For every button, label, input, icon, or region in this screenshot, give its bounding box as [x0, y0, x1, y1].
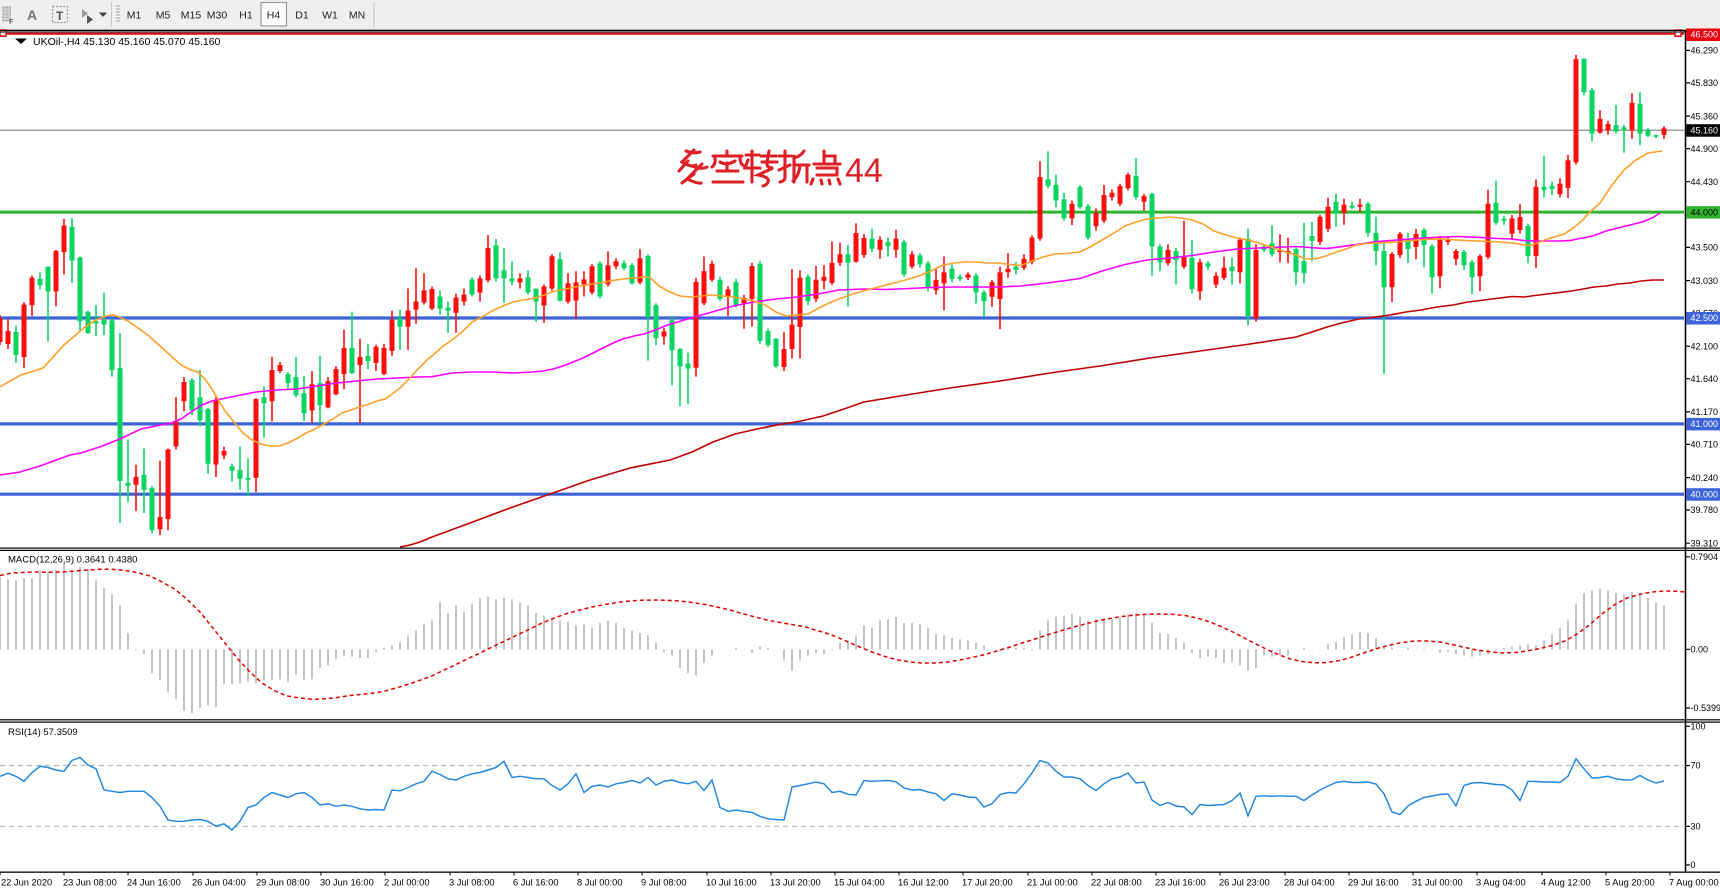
svg-text:46.290: 46.290 [1691, 46, 1719, 56]
svg-text:0.7904: 0.7904 [1691, 552, 1719, 562]
svg-text:13 Jul 20:00: 13 Jul 20:00 [770, 878, 821, 888]
svg-text:28 Jul 04:00: 28 Jul 04:00 [1284, 878, 1335, 888]
svg-text:RSI(14) 57.3509: RSI(14) 57.3509 [8, 727, 78, 738]
svg-text:MACD(12,26,9) 0.3641 0.4380: MACD(12,26,9) 0.3641 0.4380 [8, 555, 137, 566]
svg-text:M30: M30 [207, 10, 228, 22]
svg-text:100: 100 [1691, 722, 1706, 732]
svg-text:24 Jun 16:00: 24 Jun 16:00 [127, 878, 181, 888]
svg-text:42.500: 42.500 [1691, 313, 1719, 323]
svg-text:2 Jul 00:00: 2 Jul 00:00 [384, 878, 430, 888]
svg-text:M15: M15 [181, 10, 202, 22]
svg-text:42.100: 42.100 [1691, 341, 1719, 351]
svg-text:30: 30 [1691, 822, 1701, 832]
svg-text:44: 44 [845, 152, 883, 190]
svg-text:41.000: 41.000 [1691, 419, 1719, 429]
svg-text:44.000: 44.000 [1691, 207, 1719, 217]
svg-text:26 Jun 04:00: 26 Jun 04:00 [192, 878, 246, 888]
svg-text:30 Jun 16:00: 30 Jun 16:00 [320, 878, 374, 888]
svg-text:M5: M5 [156, 10, 171, 22]
svg-text:45.360: 45.360 [1691, 111, 1719, 121]
svg-text:44.900: 44.900 [1691, 144, 1719, 154]
svg-text:W1: W1 [322, 10, 338, 22]
svg-text:3 Aug 04:00: 3 Aug 04:00 [1476, 878, 1526, 888]
svg-text:44.430: 44.430 [1691, 177, 1719, 187]
svg-text:31 Jul 00:00: 31 Jul 00:00 [1412, 878, 1463, 888]
svg-text:39.310: 39.310 [1691, 538, 1719, 548]
svg-text:17 Jul 20:00: 17 Jul 20:00 [962, 878, 1013, 888]
svg-text:5 Aug 20:00: 5 Aug 20:00 [1605, 878, 1655, 888]
svg-text:45.830: 45.830 [1691, 78, 1719, 88]
svg-text:A: A [27, 7, 37, 23]
svg-text:23 Jul 16:00: 23 Jul 16:00 [1155, 878, 1206, 888]
svg-text:MN: MN [349, 10, 365, 22]
svg-text:23 Jun 08:00: 23 Jun 08:00 [63, 878, 117, 888]
svg-text:40.240: 40.240 [1691, 473, 1719, 483]
svg-text:16 Jul 12:00: 16 Jul 12:00 [898, 878, 949, 888]
svg-text:8 Jul 00:00: 8 Jul 00:00 [577, 878, 623, 888]
svg-text:4 Aug 12:00: 4 Aug 12:00 [1541, 878, 1591, 888]
svg-text:0.00: 0.00 [1691, 645, 1709, 655]
svg-text:9 Jul 08:00: 9 Jul 08:00 [641, 878, 687, 888]
svg-text:UKOil-,H4 45.130 45.160 45.07: UKOil-,H4 45.130 45.160 45.070 45.160 [33, 36, 221, 48]
svg-text:43.030: 43.030 [1691, 276, 1719, 286]
svg-text:46.500: 46.500 [1691, 30, 1719, 40]
svg-text:21 Jul 00:00: 21 Jul 00:00 [1027, 878, 1078, 888]
svg-text:43.500: 43.500 [1691, 243, 1719, 253]
svg-text:H4: H4 [267, 10, 281, 22]
svg-text:0: 0 [1691, 860, 1696, 870]
svg-text:41.170: 41.170 [1691, 407, 1719, 417]
svg-text:22 Jul 08:00: 22 Jul 08:00 [1091, 878, 1142, 888]
svg-text:H1: H1 [239, 10, 253, 22]
svg-text:-0.5399: -0.5399 [1691, 703, 1720, 713]
svg-text:15 Jul 04:00: 15 Jul 04:00 [834, 878, 885, 888]
svg-text:29 Jun 08:00: 29 Jun 08:00 [256, 878, 310, 888]
svg-text:D1: D1 [295, 10, 309, 22]
svg-text:F: F [9, 19, 13, 26]
svg-text:41.640: 41.640 [1691, 374, 1719, 384]
svg-text:3 Jul 08:00: 3 Jul 08:00 [449, 878, 495, 888]
svg-text:29 Jul 16:00: 29 Jul 16:00 [1348, 878, 1399, 888]
svg-text:7 Aug 00:00: 7 Aug 00:00 [1669, 878, 1719, 888]
svg-text:T: T [56, 9, 64, 23]
svg-text:45.160: 45.160 [1691, 125, 1719, 135]
svg-text:22 Jun 2020: 22 Jun 2020 [1, 878, 52, 888]
svg-text:M1: M1 [127, 10, 142, 22]
svg-text:40.710: 40.710 [1691, 440, 1719, 450]
svg-text:10 Jul 16:00: 10 Jul 16:00 [706, 878, 757, 888]
svg-text:6 Jul 16:00: 6 Jul 16:00 [513, 878, 559, 888]
svg-text:70: 70 [1691, 761, 1701, 771]
svg-text:26 Jul 23:00: 26 Jul 23:00 [1219, 878, 1270, 888]
svg-text:40.000: 40.000 [1691, 489, 1719, 499]
svg-text:39.780: 39.780 [1691, 505, 1719, 515]
